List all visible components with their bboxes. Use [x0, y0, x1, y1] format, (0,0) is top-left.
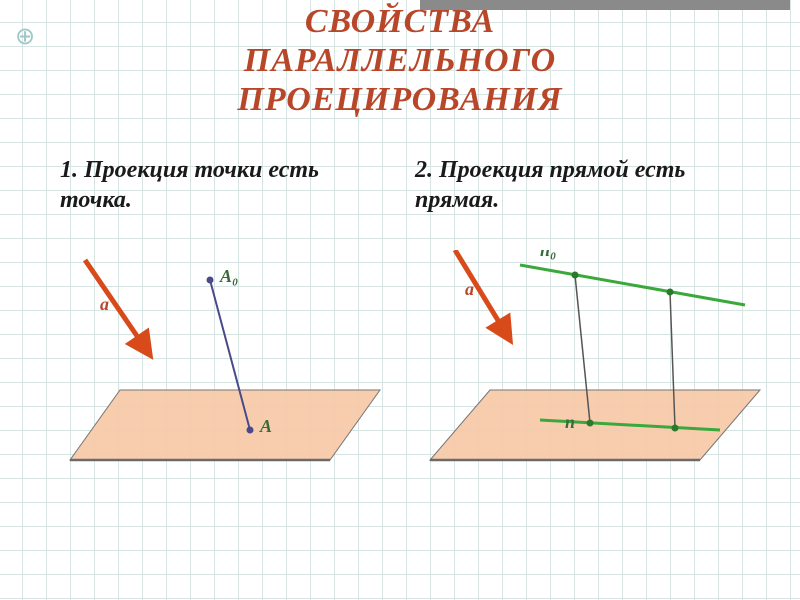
caption-1: 1. Проекция точки есть точка.	[60, 155, 390, 215]
figure-1: a A₀ A	[30, 250, 390, 500]
title-line-2: ПАРАЛЛЕЛЬНОГО	[244, 42, 556, 79]
svg-text:a: a	[100, 294, 109, 314]
figure-2-svg: a n₀ n	[410, 250, 770, 500]
page-title: СВОЙСТВА ПАРАЛЛЕЛЬНОГО ПРОЕЦИРОВАНИЯ	[0, 0, 800, 119]
figure-2: a n₀ n	[410, 250, 770, 500]
svg-text:A: A	[259, 416, 272, 436]
svg-text:A₀: A₀	[219, 266, 238, 286]
svg-text:a: a	[465, 279, 474, 299]
caption-2: 2. Проекция прямой есть прямая.	[415, 155, 775, 215]
svg-text:n₀: n₀	[540, 250, 556, 260]
svg-text:n: n	[565, 412, 575, 432]
title-line-1: СВОЙСТВА	[305, 3, 495, 40]
figure-1-svg: a A₀ A	[30, 250, 390, 500]
title-line-3: ПРОЕЦИРОВАНИЯ	[237, 81, 562, 118]
